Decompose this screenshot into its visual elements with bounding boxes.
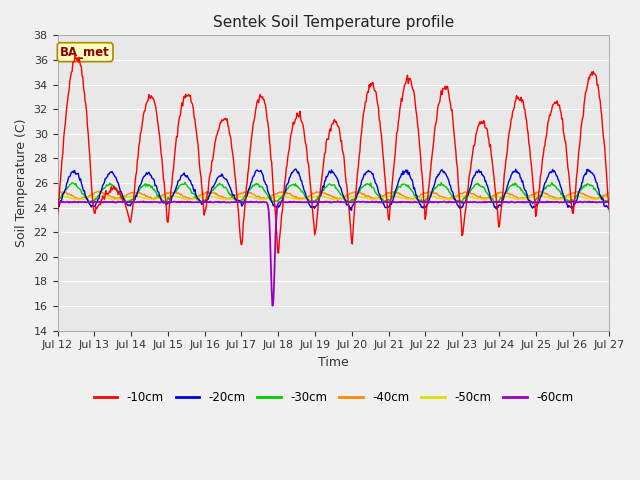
X-axis label: Time: Time — [318, 356, 349, 369]
Text: BA_met: BA_met — [60, 46, 110, 59]
Legend: -10cm, -20cm, -30cm, -40cm, -50cm, -60cm: -10cm, -20cm, -30cm, -40cm, -50cm, -60cm — [89, 387, 578, 409]
Y-axis label: Soil Temperature (C): Soil Temperature (C) — [15, 119, 28, 247]
Title: Sentek Soil Temperature profile: Sentek Soil Temperature profile — [213, 15, 454, 30]
